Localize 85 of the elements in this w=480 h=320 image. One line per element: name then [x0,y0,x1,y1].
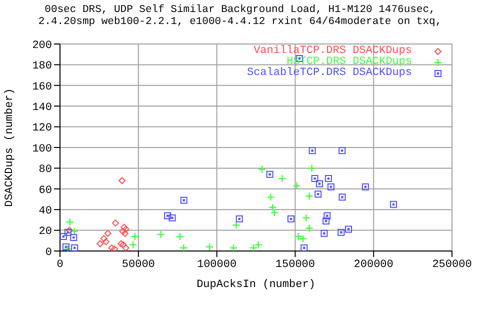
point [64,244,72,251]
point [362,183,369,190]
y-tick-label: 0 [45,246,52,259]
point [302,214,310,222]
point [308,164,316,172]
point [300,244,308,251]
point [122,230,129,237]
point [278,174,286,183]
point [122,226,130,233]
point [60,233,67,240]
point [390,200,398,208]
point [70,234,78,242]
y-tick-label: 160 [32,81,52,94]
point [338,194,346,201]
y-tick-label: 140 [32,102,52,114]
point [128,240,138,249]
x-axis-title: DupAcksIn (number) [196,279,316,291]
x-tick-label: 250000 [432,258,472,271]
point [100,235,108,242]
point [176,232,184,241]
y-tick-label: 120 [32,122,52,135]
point [120,224,128,231]
x-tick-label: 150000 [275,258,316,271]
point [108,244,116,251]
point [249,244,258,251]
point [338,147,346,154]
point [258,165,266,174]
point [324,175,332,182]
point [287,215,294,222]
point [180,196,188,204]
point [180,244,188,251]
y-tick-label: 60 [38,184,52,197]
legend-label: ScalableTCP.DRS DSACKDups [246,67,412,79]
point [311,175,318,182]
point [62,243,70,250]
point [305,224,314,232]
point [338,228,345,236]
point [345,226,352,233]
point [305,192,314,200]
x-tick-label: 200000 [354,258,394,271]
point [314,190,322,198]
x-tick-label: 100000 [196,258,237,271]
chart-subtitle: 2.4.20smp web100-2.2.1, e1000-4.4.12 rxint 64/64moderate on txq, [37,16,443,28]
y-tick-label: 20 [38,226,52,238]
point [102,238,110,246]
point [229,244,238,251]
point [118,240,125,248]
y-tick-label: 200 [32,40,52,52]
point [66,218,74,226]
point [112,220,120,227]
point [292,182,301,190]
point [96,240,104,248]
point [232,221,240,230]
point [308,147,316,154]
point [320,230,328,237]
point [122,244,130,251]
point [118,177,126,184]
legend-label: HSTCP.DRS DSACKDups [286,56,412,68]
x-tick-label: 50000 [122,258,155,271]
point [205,242,214,251]
y-tick-label: 40 [38,206,52,218]
point [168,214,176,222]
y-tick-label: 100 [32,143,52,156]
y-tick-label: 180 [32,60,52,73]
point [316,180,324,188]
point [327,183,334,190]
point [236,215,243,222]
point [266,193,275,202]
point [120,241,127,248]
point [156,230,165,239]
x-tick-label: 0 [56,258,64,271]
point [71,244,78,251]
point [266,170,274,178]
point [111,245,118,251]
chart-title: 00sec DRS, UDP Self Similar Background Load, H1-M120 1476usec, [44,4,436,16]
point [104,230,112,237]
point [119,228,126,235]
point [164,212,172,220]
point [130,232,140,241]
point [322,217,330,224]
point [324,212,331,220]
point [254,240,262,249]
y-axis-title: DSACKDups (number) [4,88,16,207]
legend-label: VanillaTCP.DRS DSACKDups [254,45,412,57]
y-tick-label: 80 [38,164,52,176]
